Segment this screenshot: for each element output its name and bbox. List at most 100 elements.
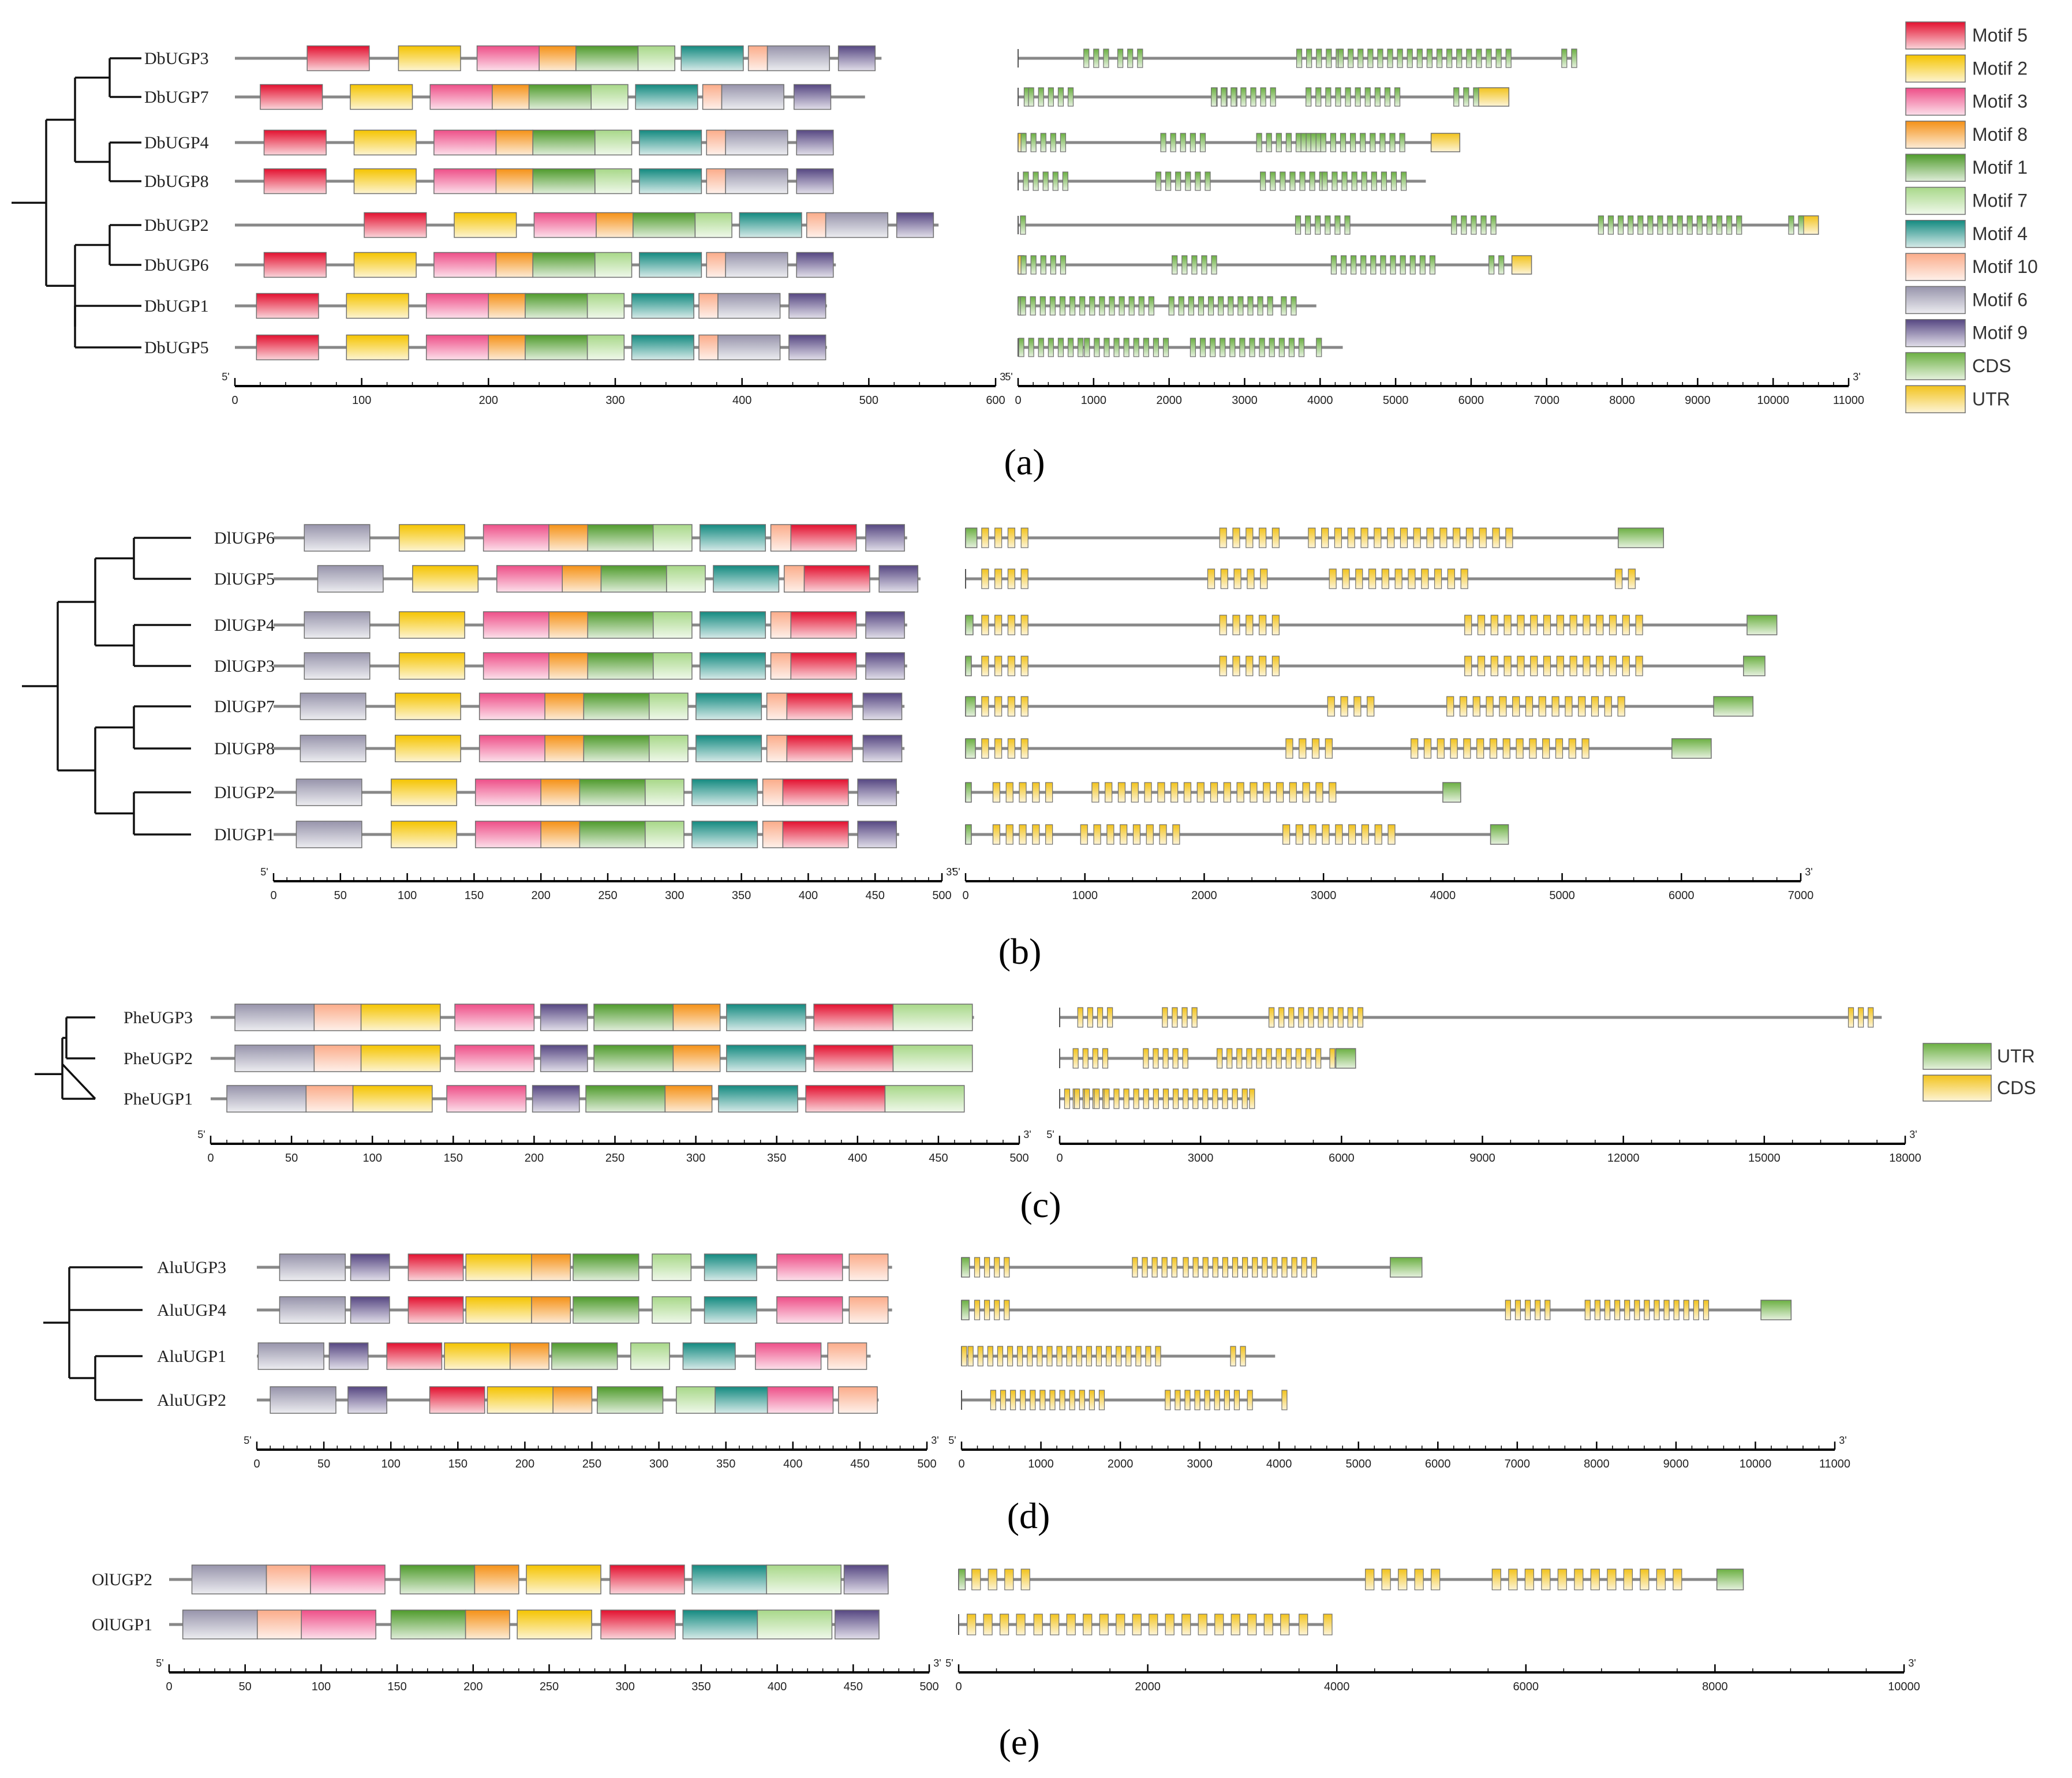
exon-box: [1280, 1614, 1290, 1635]
tree-branch: [61, 1063, 96, 1100]
gene-name-DbUGP7: DbUGP7: [144, 88, 209, 107]
protein-scale-axis-d: [256, 1442, 928, 1451]
motif-box-m3: [310, 1564, 386, 1594]
motif-box-m4: [691, 821, 758, 848]
exon-box: [1040, 255, 1046, 275]
motif-box-m2: [346, 293, 409, 319]
motif-box-m3: [478, 693, 545, 720]
motif-box-m5: [306, 45, 370, 72]
exon-box: [1543, 656, 1551, 676]
exon-box: [1419, 255, 1426, 275]
exon-box: [1172, 1088, 1179, 1109]
exon-box: [1019, 824, 1027, 845]
axis-tick-label: 2000: [1108, 1458, 1134, 1470]
exon-box: [1486, 696, 1494, 717]
five-prime-label: 5': [222, 371, 229, 383]
motif-box-m7: [649, 693, 689, 720]
exon-box: [1387, 527, 1395, 548]
exon-box: [1007, 738, 1016, 759]
exon-box: [1232, 656, 1240, 676]
exon-box: [1269, 338, 1275, 357]
motif-box-m7: [590, 84, 629, 110]
motif-box-m6: [270, 1386, 336, 1414]
exon-box: [1060, 255, 1067, 275]
exon-box: [1394, 568, 1402, 589]
exon-box: [971, 1569, 981, 1590]
exon-box: [1488, 255, 1495, 275]
axis-tick-label: 4000: [1430, 889, 1456, 902]
motif-box-m10: [305, 1085, 354, 1113]
exon-box: [1278, 1007, 1285, 1028]
exon-box: [1677, 215, 1683, 235]
motif-box-m6: [300, 693, 366, 720]
motif-box-m10: [770, 524, 792, 552]
exon-box: [1231, 1614, 1240, 1635]
exon-box: [994, 1257, 1000, 1278]
motif-box-m10: [770, 611, 792, 639]
exon-box: [1135, 1346, 1142, 1367]
motif-box-m1: [551, 1342, 618, 1370]
motif-box-m9: [862, 693, 903, 720]
phylo-tree-a: [12, 57, 141, 349]
motif-box-m6: [304, 652, 371, 680]
utr-box: [1713, 696, 1754, 717]
motif-box-m10: [766, 735, 788, 762]
motif-box-m1: [532, 252, 596, 278]
exon-box: [1165, 1614, 1175, 1635]
exon-box: [1311, 1257, 1317, 1278]
exon-box: [1086, 1346, 1092, 1367]
exon-box: [1030, 255, 1037, 275]
exon-box: [1315, 1048, 1322, 1069]
exon-box: [1360, 255, 1367, 275]
axis-tick-label: 50: [334, 889, 347, 902]
motif-box-m8: [548, 611, 589, 639]
exon-box: [1258, 615, 1267, 635]
exon-box: [1637, 215, 1644, 235]
exon-box: [1345, 87, 1351, 107]
axis-tick-label: 500: [919, 1680, 938, 1693]
exon-box: [1285, 1048, 1292, 1069]
motif-box-m2: [360, 1045, 441, 1072]
axis-tick-label: 200: [532, 889, 551, 902]
exon-box: [1394, 87, 1401, 107]
motif-box-m8: [495, 129, 533, 156]
exon-box: [1072, 1048, 1079, 1069]
exon-box: [1596, 615, 1604, 635]
motif-box-m9: [350, 1253, 390, 1281]
exon-box: [1368, 568, 1377, 589]
exon-box: [1302, 782, 1310, 803]
axis-tick-label: 8000: [1702, 1680, 1728, 1693]
motif-box-m5: [813, 1004, 894, 1031]
exon-box: [1683, 1300, 1689, 1320]
exon-box: [1351, 255, 1357, 275]
exon-box: [1635, 615, 1643, 635]
motif-box-m1: [587, 524, 654, 552]
axis-tick-label: 100: [312, 1680, 331, 1693]
exon-box: [1143, 1088, 1149, 1109]
axis-tick-label: 0: [166, 1680, 172, 1693]
exon-box: [1634, 1300, 1640, 1320]
motif-box-m7: [892, 1045, 973, 1072]
motif-box-m9: [796, 168, 834, 194]
utr-box: [1430, 133, 1461, 152]
exon-box: [1360, 527, 1368, 548]
exon-box: [987, 1346, 993, 1367]
gene-name-DlUGP7: DlUGP7: [214, 697, 275, 716]
motif-box-m8: [552, 1386, 593, 1414]
exon-box: [1298, 338, 1305, 357]
motif-box-m10: [706, 168, 726, 194]
motif-box-m8: [531, 1296, 571, 1324]
exon-box: [1028, 338, 1034, 357]
motif-box-m7: [594, 129, 633, 156]
exon-box: [1049, 296, 1056, 316]
motif-box-m1: [528, 84, 592, 110]
motif-box-m3: [755, 1342, 822, 1370]
gene-scale-axis-e: [958, 1664, 1905, 1674]
exon-box: [1196, 782, 1205, 803]
motif-box-m9: [857, 778, 897, 806]
axis-tick-label: 9000: [1469, 1152, 1495, 1165]
utr-box: [1743, 656, 1766, 676]
exon-box: [1517, 615, 1525, 635]
exon-box: [1524, 1569, 1534, 1590]
exon-box: [1347, 527, 1355, 548]
